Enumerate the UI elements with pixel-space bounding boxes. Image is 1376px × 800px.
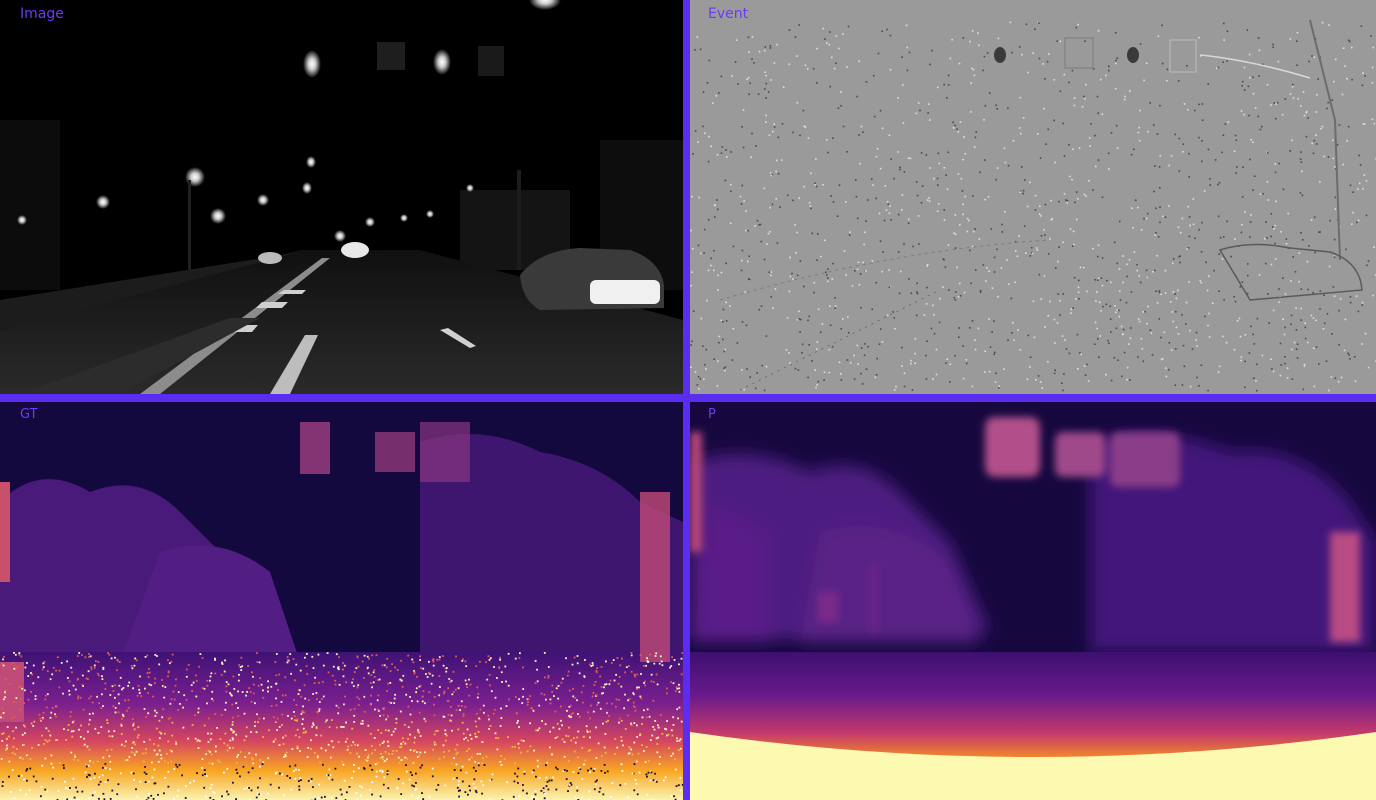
prediction-panel: P	[690, 402, 1376, 800]
event-frame-image	[690, 0, 1376, 394]
gt-depth-map	[0, 402, 683, 800]
predicted-depth-map	[690, 402, 1376, 800]
prediction-label: P	[708, 407, 716, 422]
night-street-image	[0, 0, 683, 394]
event-panel: Event	[690, 0, 1376, 394]
image-panel: Image	[0, 0, 683, 394]
event-label: Event	[708, 6, 749, 22]
image-label: Image	[20, 6, 64, 22]
gt-panel: GT	[0, 402, 683, 800]
gt-label: GT	[20, 407, 38, 422]
